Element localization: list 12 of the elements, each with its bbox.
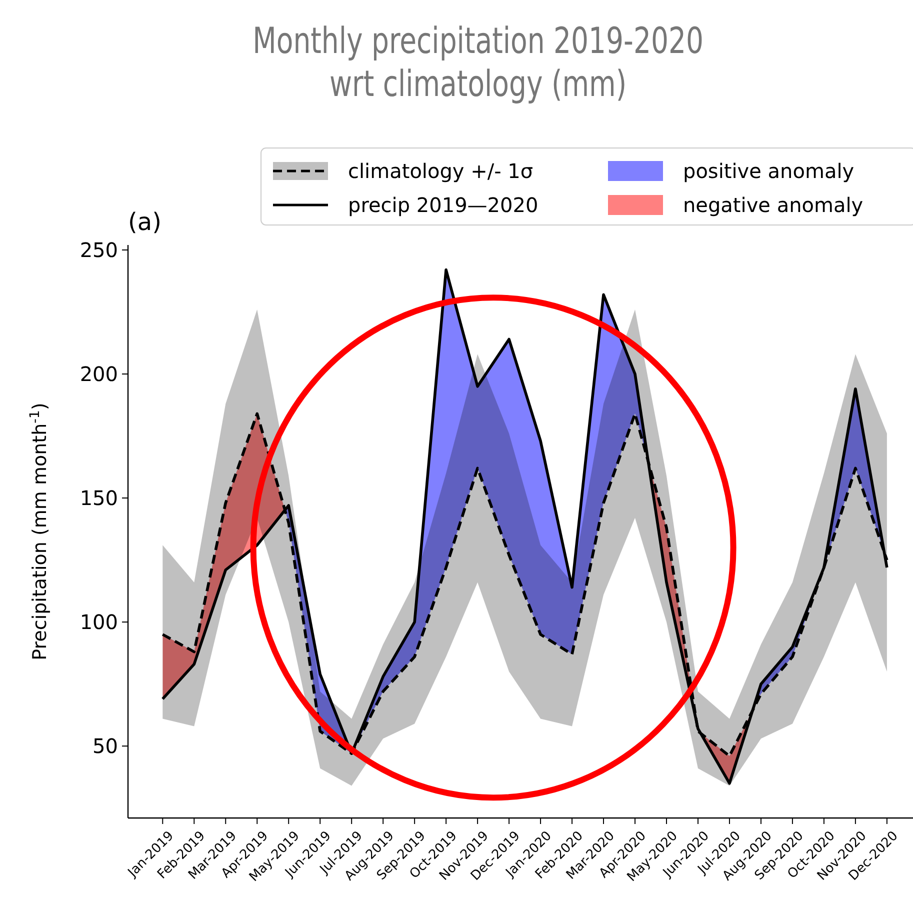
- y-tick-label: 100: [80, 610, 118, 634]
- text: (a): [128, 208, 162, 236]
- legend-label: negative anomaly: [683, 193, 864, 217]
- y-tick-label: 50: [92, 734, 118, 758]
- chart-subtitle: wrt climatology (mm): [330, 62, 627, 105]
- y-tick-label: 200: [80, 362, 118, 386]
- y-tick-label: 250: [80, 238, 118, 262]
- legend-label: climatology +/- 1σ: [348, 159, 534, 183]
- chart-title: Monthly precipitation 2019-2020: [252, 20, 704, 62]
- y-tick-label: 150: [80, 486, 118, 510]
- legend-label: precip 2019—2020: [348, 193, 538, 217]
- legend-label: positive anomaly: [683, 159, 854, 183]
